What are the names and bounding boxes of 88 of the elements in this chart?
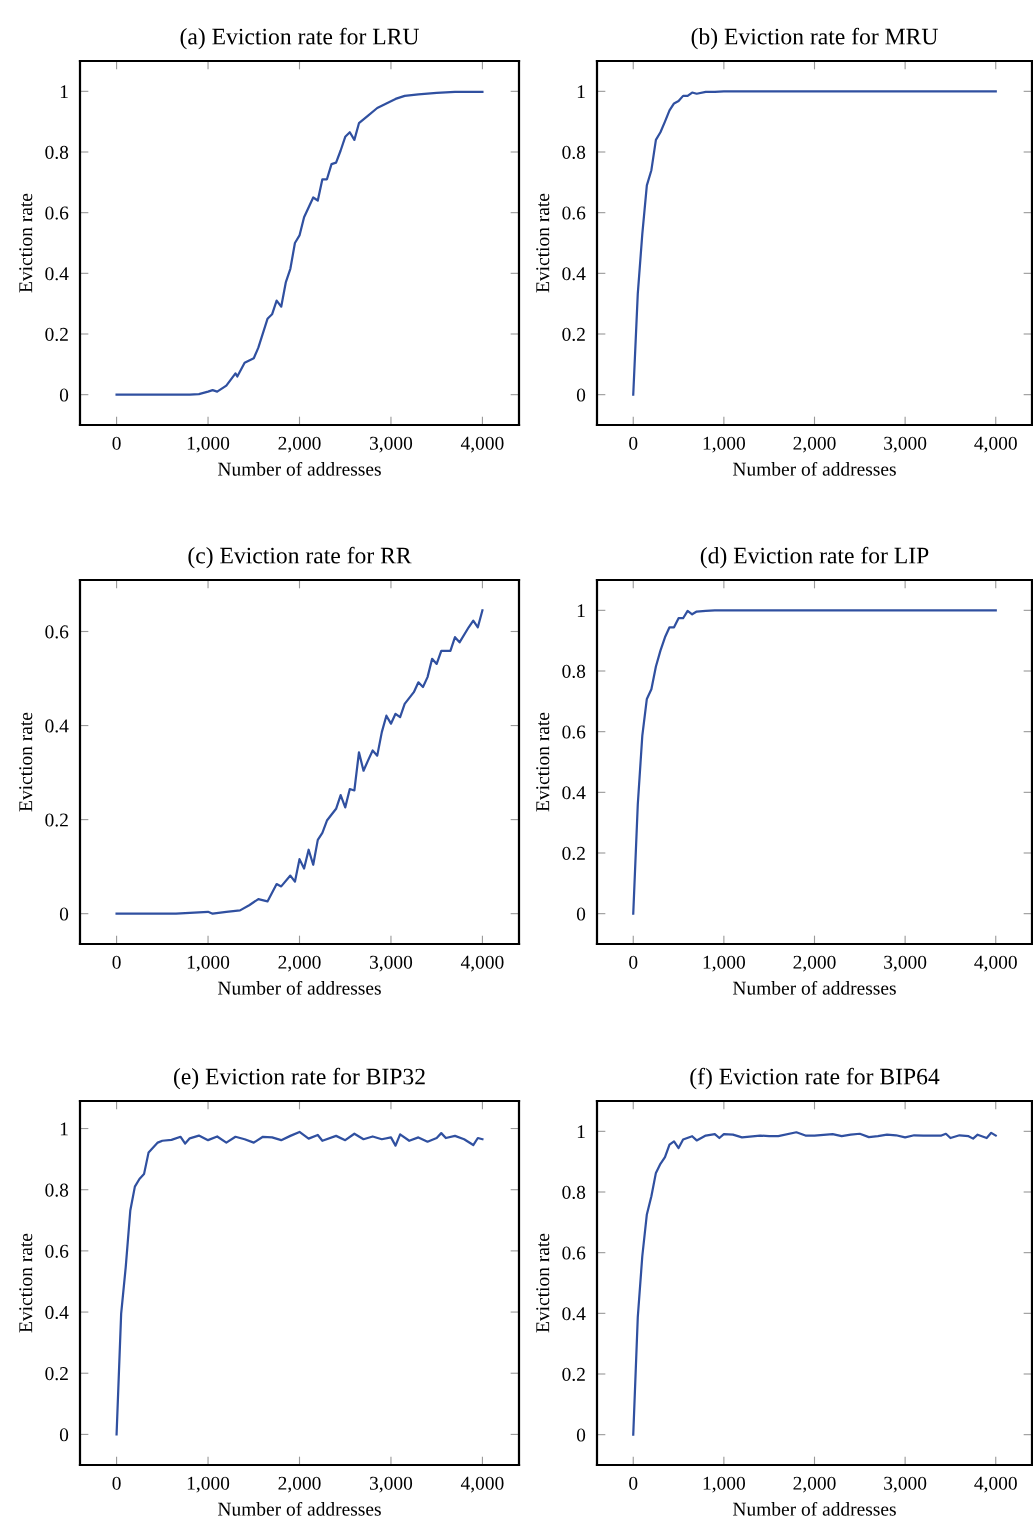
y-tick-label: 0 (59, 1428, 69, 1442)
y-tick-label: 0.2 (45, 1367, 68, 1381)
y-tick-label: 0.2 (562, 846, 585, 861)
x-tick-label: 1,000 (187, 1476, 230, 1493)
x-tick-label: 1,000 (187, 955, 230, 972)
y-tick-label: 0.6 (562, 725, 586, 739)
x-tick-label: 0 (629, 436, 638, 450)
x-tick-label: 3,000 (884, 1476, 927, 1493)
y-tick-label: 0 (576, 388, 586, 402)
chart-title: (f) Eviction rate for BIP64 (690, 1067, 940, 1090)
x-axis-title: Number of addresses (217, 461, 381, 476)
y-tick-label: 0 (576, 907, 586, 921)
line-series (632, 609, 997, 915)
x-tick-label: 1,000 (187, 436, 230, 453)
y-tick-label: 0.4 (562, 786, 586, 800)
y-tick-label: 1 (60, 85, 68, 99)
line-series (115, 90, 484, 396)
x-tick-label: 4,000 (974, 1476, 1017, 1493)
x-axis-title: Number of addresses (732, 461, 896, 476)
y-tick-label: 0.6 (562, 1246, 586, 1260)
y-tick-label: 0.4 (45, 267, 69, 281)
chart-title: (a) Eviction rate for LRU (180, 27, 419, 50)
x-axis-title: Number of addresses (732, 980, 896, 995)
chart-title: (d) Eviction rate for LIP (700, 546, 929, 569)
line-series (115, 609, 484, 915)
y-tick-label: 0.2 (562, 1367, 585, 1382)
x-tick-label: 2,000 (278, 1476, 321, 1493)
x-tick-label: 4,000 (460, 955, 504, 972)
x-axis-title: Number of addresses (217, 1501, 381, 1516)
y-tick-label: 0.6 (45, 625, 69, 639)
y-tick-label: 1 (577, 85, 585, 99)
x-axis-title: Number of addresses (732, 1501, 896, 1516)
y-tick-label: 0.8 (562, 664, 586, 679)
y-tick-label: 0.2 (562, 327, 585, 342)
chart-title: (e) Eviction rate for BIP32 (174, 1067, 425, 1090)
y-tick-label: 0.6 (45, 1244, 69, 1258)
y-tick-label: 0.4 (45, 719, 69, 733)
x-tick-label: 0 (112, 955, 121, 969)
x-tick-label: 1,000 (703, 1476, 746, 1493)
x-tick-label: 4,000 (460, 1476, 504, 1493)
y-tick-label: 1 (577, 1125, 585, 1139)
y-axis-title: Eviction rate (536, 1233, 550, 1333)
y-tick-label: 0.8 (562, 1185, 586, 1200)
y-tick-label: 0.8 (562, 145, 586, 160)
x-tick-label: 2,000 (793, 436, 836, 453)
x-tick-label: 4,000 (974, 436, 1017, 453)
x-tick-label: 3,000 (370, 1476, 413, 1493)
y-tick-label: 0 (59, 907, 69, 921)
y-axis-title: Eviction rate (19, 1233, 33, 1333)
y-tick-label: 0.4 (562, 267, 586, 281)
y-axis-title: Eviction rate (19, 193, 33, 293)
y-axis-title: Eviction rate (536, 712, 550, 812)
y-tick-label: 0 (59, 388, 69, 402)
y-tick-label: 0.2 (45, 813, 68, 827)
y-tick-label: 0.6 (562, 206, 586, 220)
line-series (632, 90, 997, 396)
y-tick-label: 0 (576, 1428, 586, 1442)
x-tick-label: 0 (112, 436, 121, 450)
x-tick-label: 4,000 (974, 955, 1017, 972)
y-tick-label: 0.4 (562, 1307, 586, 1321)
x-tick-label: 0 (629, 955, 638, 969)
x-tick-label: 2,000 (793, 1476, 836, 1493)
x-tick-label: 2,000 (278, 955, 321, 972)
x-tick-label: 1,000 (703, 955, 746, 972)
y-tick-label: 0.8 (45, 1183, 69, 1197)
y-tick-label: 0.2 (45, 327, 68, 342)
y-tick-label: 1 (577, 604, 585, 618)
x-tick-label: 3,000 (884, 436, 927, 453)
x-tick-label: 2,000 (793, 955, 836, 972)
line-series (632, 1131, 997, 1436)
y-axis-title: Eviction rate (536, 193, 550, 293)
x-tick-label: 3,000 (884, 955, 927, 972)
y-tick-label: 1 (60, 1122, 68, 1136)
y-tick-label: 0.4 (45, 1305, 69, 1320)
x-tick-label: 1,000 (703, 436, 746, 453)
y-tick-label: 0.8 (45, 145, 69, 160)
chart-title: (b) Eviction rate for MRU (691, 27, 938, 50)
x-tick-label: 4,000 (460, 436, 504, 453)
x-tick-label: 3,000 (370, 436, 413, 453)
chart-title: (c) Eviction rate for RR (188, 546, 412, 569)
y-tick-label: 0.6 (45, 206, 69, 220)
x-tick-label: 2,000 (278, 436, 321, 453)
x-tick-label: 0 (629, 1476, 638, 1490)
line-series (115, 1130, 484, 1436)
y-axis-title: Eviction rate (19, 712, 33, 812)
x-axis-title: Number of addresses (217, 980, 381, 995)
x-tick-label: 3,000 (370, 955, 413, 972)
x-tick-label: 0 (112, 1476, 121, 1490)
